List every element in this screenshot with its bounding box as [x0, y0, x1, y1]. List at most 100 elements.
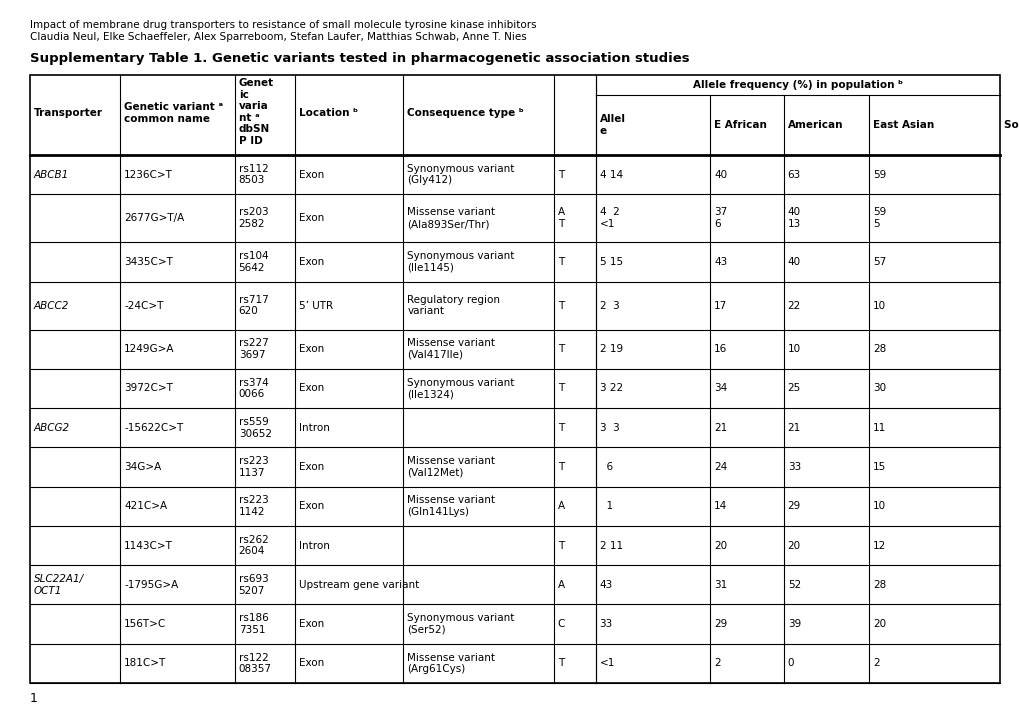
Text: rs223
1142: rs223 1142	[238, 495, 268, 517]
Text: Missense variant
(Ala893Ser/Thr): Missense variant (Ala893Ser/Thr)	[407, 207, 495, 229]
Text: Genetic variant ᵃ
common name: Genetic variant ᵃ common name	[124, 102, 223, 124]
Text: 0: 0	[787, 658, 794, 668]
Text: 2677G>T/A: 2677G>T/A	[124, 213, 184, 223]
Text: rs223
1137: rs223 1137	[238, 456, 268, 478]
Text: 43: 43	[599, 580, 612, 590]
Text: 25: 25	[787, 384, 800, 393]
Text: 20: 20	[872, 619, 886, 629]
Text: T: T	[557, 462, 564, 472]
Text: Supplementary Table 1. Genetic variants tested in pharmacogenetic association st: Supplementary Table 1. Genetic variants …	[30, 52, 689, 65]
Text: 6: 6	[599, 462, 612, 472]
Text: 63: 63	[787, 170, 800, 179]
Text: 59
5: 59 5	[872, 207, 886, 229]
Text: Claudia Neul, Elke Schaeffeler, Alex Sparreboom, Stefan Laufer, Matthias Schwab,: Claudia Neul, Elke Schaeffeler, Alex Spa…	[30, 32, 526, 42]
Text: South Asian: South Asian	[1003, 120, 1019, 130]
Text: 3435C>T: 3435C>T	[124, 257, 173, 267]
Text: 1249G>A: 1249G>A	[124, 344, 174, 354]
Text: American: American	[787, 120, 843, 130]
Text: 4 14: 4 14	[599, 170, 622, 179]
Text: SLC22A1/
OCT1: SLC22A1/ OCT1	[34, 574, 84, 595]
Text: rs374
0066: rs374 0066	[238, 378, 268, 400]
Text: T: T	[557, 423, 564, 433]
Text: 2: 2	[713, 658, 719, 668]
Text: T: T	[557, 658, 564, 668]
Text: 40
13: 40 13	[787, 207, 800, 229]
Text: T: T	[557, 344, 564, 354]
Text: 28: 28	[872, 344, 886, 354]
Text: 2  3: 2 3	[599, 300, 619, 310]
Text: Exon: Exon	[299, 257, 324, 267]
Text: rs104
5642: rs104 5642	[238, 251, 268, 273]
Text: A
T: A T	[557, 207, 565, 229]
Text: 1: 1	[599, 501, 612, 511]
Bar	[30, 75, 999, 683]
Text: 1143C>T: 1143C>T	[124, 541, 173, 551]
Text: 31: 31	[713, 580, 727, 590]
Text: 20: 20	[713, 541, 727, 551]
Text: Missense variant
(Val12Met): Missense variant (Val12Met)	[407, 456, 495, 478]
Text: Consequence type ᵇ: Consequence type ᵇ	[407, 108, 524, 118]
Text: Exon: Exon	[299, 462, 324, 472]
Text: 39: 39	[787, 619, 800, 629]
Text: 34: 34	[713, 384, 727, 393]
Text: C: C	[557, 619, 565, 629]
Text: 21: 21	[787, 423, 800, 433]
Text: 37
6: 37 6	[713, 207, 727, 229]
Text: 59: 59	[872, 170, 886, 179]
Text: Intron: Intron	[299, 423, 329, 433]
Text: 22: 22	[787, 300, 800, 310]
Text: Missense variant
(Val417Ile): Missense variant (Val417Ile)	[407, 338, 495, 360]
Text: rs693
5207: rs693 5207	[238, 574, 268, 595]
Text: 2: 2	[872, 658, 878, 668]
Text: 57: 57	[872, 257, 886, 267]
Text: Location ᵇ: Location ᵇ	[299, 108, 358, 118]
Text: A: A	[557, 501, 565, 511]
Text: Intron: Intron	[299, 541, 329, 551]
Text: 16: 16	[713, 344, 727, 354]
Text: 10: 10	[872, 300, 886, 310]
Text: Genet
ic
varia
nt ᵃ
dbSN
P ID: Genet ic varia nt ᵃ dbSN P ID	[238, 78, 273, 146]
Text: 181C>T: 181C>T	[124, 658, 166, 668]
Text: Exon: Exon	[299, 213, 324, 223]
Text: Upstream gene variant: Upstream gene variant	[299, 580, 419, 590]
Text: rs186
7351: rs186 7351	[238, 613, 268, 635]
Text: Exon: Exon	[299, 501, 324, 511]
Text: <1: <1	[599, 658, 614, 668]
Text: 14: 14	[713, 501, 727, 511]
Text: 28: 28	[872, 580, 886, 590]
Text: -15622C>T: -15622C>T	[124, 423, 183, 433]
Text: 1236C>T: 1236C>T	[124, 170, 173, 179]
Text: 3972C>T: 3972C>T	[124, 384, 173, 393]
Text: 1: 1	[30, 692, 38, 705]
Text: Regulatory region
variant: Regulatory region variant	[407, 294, 500, 316]
Text: Exon: Exon	[299, 619, 324, 629]
Text: T: T	[557, 300, 564, 310]
Text: 43: 43	[713, 257, 727, 267]
Text: 17: 17	[713, 300, 727, 310]
Text: 24: 24	[713, 462, 727, 472]
Text: 12: 12	[872, 541, 886, 551]
Text: 3  3: 3 3	[599, 423, 619, 433]
Text: E African: E African	[713, 120, 766, 130]
Text: Synonymous variant
(Ile1324): Synonymous variant (Ile1324)	[407, 378, 515, 400]
Text: Synonymous variant
(Ile1145): Synonymous variant (Ile1145)	[407, 251, 515, 273]
Text: -1795G>A: -1795G>A	[124, 580, 178, 590]
Text: Exon: Exon	[299, 658, 324, 668]
Text: East Asian: East Asian	[872, 120, 933, 130]
Text: 40: 40	[713, 170, 727, 179]
Text: T: T	[557, 170, 564, 179]
Text: 5 15: 5 15	[599, 257, 622, 267]
Text: ABCG2: ABCG2	[34, 423, 70, 433]
Text: rs112
8503: rs112 8503	[238, 164, 268, 186]
Text: -24C>T: -24C>T	[124, 300, 163, 310]
Text: T: T	[557, 257, 564, 267]
Text: 2 19: 2 19	[599, 344, 622, 354]
Text: Synonymous variant
(Gly412): Synonymous variant (Gly412)	[407, 164, 515, 186]
Text: Transporter: Transporter	[34, 108, 103, 118]
Text: 4  2
<1: 4 2 <1	[599, 207, 619, 229]
Text: 29: 29	[787, 501, 800, 511]
Text: rs227
3697: rs227 3697	[238, 338, 268, 360]
Text: 40: 40	[787, 257, 800, 267]
Text: A: A	[557, 580, 565, 590]
Text: 10: 10	[787, 344, 800, 354]
